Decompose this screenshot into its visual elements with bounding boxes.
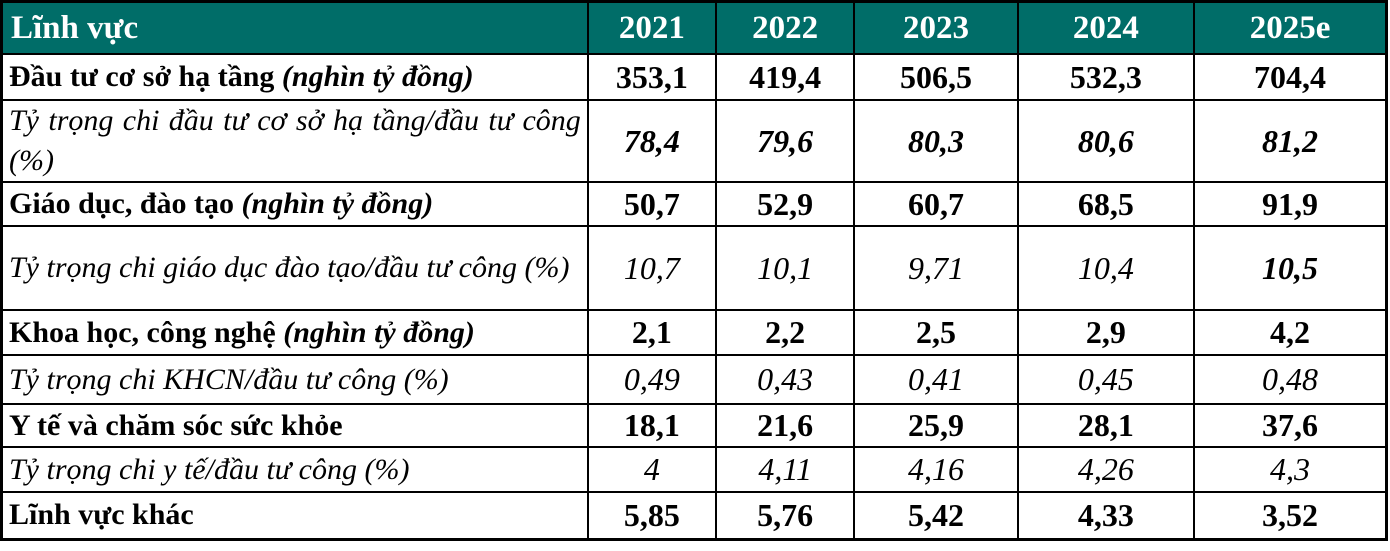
row-unit-text: (nghìn tỷ đồng) [283,315,475,349]
value-cell: 80,6 [1016,99,1196,183]
value-cell: 10,1 [715,225,856,311]
table-row-other-sectors: Lĩnh vực khác 5,85 5,76 5,42 4,33 3,52 [0,491,1388,540]
table-row-education-ratio: Tỷ trọng chi giáo dục đào tạo/đầu tư côn… [0,225,1388,311]
value-cell: 28,1 [1016,403,1196,448]
value-cell: 5,42 [853,491,1019,540]
column-header-2024: 2024 [1016,0,1196,55]
column-header-2025e: 2025e [1193,0,1388,55]
row-label-text: Đầu tư cơ sở hạ tầng [9,60,275,93]
row-label: Giáo dục, đào tạo (nghìn tỷ đồng) [0,181,589,227]
value-cell: 52,9 [715,181,856,227]
value-cell: 10,4 [1016,225,1196,311]
value-cell: 4,26 [1016,446,1196,493]
value-cell: 2,5 [853,309,1019,356]
value-cell: 4,3 [1193,446,1388,493]
value-cell: 10,7 [586,225,718,311]
value-cell: 532,3 [1016,53,1196,101]
table-row-healthcare-ratio: Tỷ trọng chi y tế/đầu tư công (%) 4 4,11… [0,446,1388,493]
value-cell: 80,3 [853,99,1019,183]
row-label-text: Khoa học, công nghệ [9,315,276,349]
value-cell: 0,48 [1193,354,1388,405]
value-cell: 4,16 [853,446,1019,493]
value-cell: 60,7 [853,181,1019,227]
column-header-2023: 2023 [853,0,1019,55]
row-label: Tỷ trọng chi y tế/đầu tư công (%) [0,446,589,493]
row-label: Đầu tư cơ sở hạ tầng (nghìn tỷ đồng) [0,53,589,101]
value-cell: 10,5 [1193,225,1388,311]
row-label: Lĩnh vực khác [0,491,589,540]
value-cell: 78,4 [586,99,718,183]
table-row-science-tech-ratio: Tỷ trọng chi KHCN/đầu tư công (%) 0,49 0… [0,354,1388,405]
value-cell: 2,2 [715,309,856,356]
table-row-healthcare: Y tế và chăm sóc sức khỏe 18,1 21,6 25,9… [0,403,1388,448]
value-cell: 3,52 [1193,491,1388,540]
value-cell: 5,85 [586,491,718,540]
value-cell: 506,5 [853,53,1019,101]
value-cell: 353,1 [586,53,718,101]
value-cell: 91,9 [1193,181,1388,227]
value-cell: 0,45 [1016,354,1196,405]
row-label: Khoa học, công nghệ (nghìn tỷ đồng) [0,309,589,356]
row-label-text: Giáo dục, đào tạo [9,187,235,220]
value-cell: 21,6 [715,403,856,448]
value-cell: 37,6 [1193,403,1388,448]
value-cell: 2,1 [586,309,718,356]
value-cell: 4,2 [1193,309,1388,356]
header-row: Lĩnh vực 2021 2022 2023 2024 2025e [0,0,1388,55]
value-cell: 0,43 [715,354,856,405]
value-cell: 4 [586,446,718,493]
value-cell: 79,6 [715,99,856,183]
column-header-sector: Lĩnh vực [0,0,589,55]
value-cell: 68,5 [1016,181,1196,227]
row-unit-text: (nghìn tỷ đồng) [241,187,434,220]
table-row-science-tech: Khoa học, công nghệ (nghìn tỷ đồng) 2,1 … [0,309,1388,356]
value-cell: 2,9 [1016,309,1196,356]
table-row-infrastructure-ratio: Tỷ trọng chi đầu tư cơ sở hạ tầng/đầu tư… [0,99,1388,183]
value-cell: 4,11 [715,446,856,493]
value-cell: 0,49 [586,354,718,405]
row-label: Y tế và chăm sóc sức khỏe [0,403,589,448]
value-cell: 9,71 [853,225,1019,311]
value-cell: 5,76 [715,491,856,540]
value-cell: 18,1 [586,403,718,448]
value-cell: 419,4 [715,53,856,101]
table-row-infrastructure: Đầu tư cơ sở hạ tầng (nghìn tỷ đồng) 353… [0,53,1388,101]
row-label: Tỷ trọng chi giáo dục đào tạo/đầu tư côn… [0,225,589,311]
column-header-2022: 2022 [715,0,856,55]
column-header-2021: 2021 [586,0,718,55]
row-unit-text: (nghìn tỷ đồng) [281,60,474,93]
value-cell: 0,41 [853,354,1019,405]
table-row-education: Giáo dục, đào tạo (nghìn tỷ đồng) 50,7 5… [0,181,1388,227]
row-label: Tỷ trọng chi KHCN/đầu tư công (%) [0,354,589,405]
value-cell: 50,7 [586,181,718,227]
value-cell: 25,9 [853,403,1019,448]
value-cell: 81,2 [1193,99,1388,183]
value-cell: 704,4 [1193,53,1388,101]
row-label: Tỷ trọng chi đầu tư cơ sở hạ tầng/đầu tư… [0,99,589,183]
value-cell: 4,33 [1016,491,1196,540]
